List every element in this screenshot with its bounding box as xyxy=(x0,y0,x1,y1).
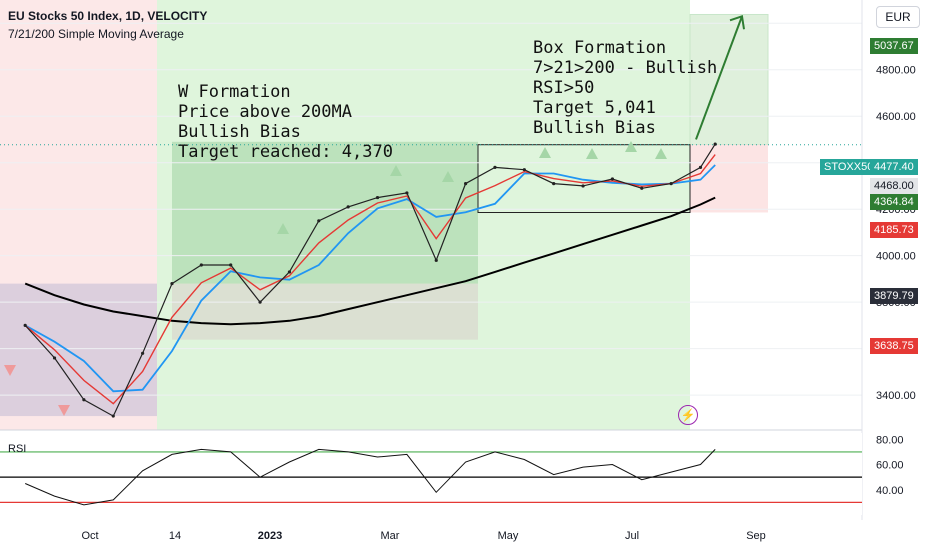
price-point xyxy=(287,270,292,274)
price-point xyxy=(111,414,115,418)
y-tick-label: 4000.00 xyxy=(876,251,916,263)
x-tick-label: Mar xyxy=(381,530,400,542)
price-point xyxy=(434,258,438,262)
price-point xyxy=(375,195,380,200)
buy-signal-triangle xyxy=(625,141,637,152)
w-formation-zone xyxy=(0,283,157,417)
price-point xyxy=(229,263,233,267)
buy-signal-triangle xyxy=(655,148,667,159)
annotation-right-line: Box Formation xyxy=(533,38,667,58)
symbol-badge: STOXX50 xyxy=(820,159,878,175)
base-zone xyxy=(172,283,478,340)
buy-signal-triangle xyxy=(390,165,402,176)
price-point xyxy=(669,182,673,186)
y-tick-label: 4600.00 xyxy=(876,111,916,123)
price-point xyxy=(82,398,86,402)
price-point xyxy=(640,186,644,190)
chart-title: EU Stocks 50 Index, 1D, VELOCITY xyxy=(8,9,208,23)
lightning-icon[interactable]: ⚡ xyxy=(678,405,698,425)
x-tick-label: May xyxy=(498,530,519,542)
annotation-right-line: 7>21>200 - Bullish xyxy=(533,58,718,78)
x-tick-label: 14 xyxy=(169,530,181,542)
price-point xyxy=(405,191,409,195)
rsi-line xyxy=(25,448,716,506)
stop-zone xyxy=(690,144,768,213)
target-arrow-head xyxy=(729,14,745,30)
price-point xyxy=(258,300,262,304)
ma21-line xyxy=(24,164,716,393)
currency-button[interactable]: EUR xyxy=(876,6,920,28)
price-point xyxy=(141,351,145,355)
annotation-right-line: Bullish Bias xyxy=(533,118,656,138)
x-tick-label: 2023 xyxy=(258,530,282,542)
last-price-badge: 4477.40 xyxy=(870,159,918,175)
target-badge: 5037.67 xyxy=(870,38,918,54)
price-point xyxy=(698,165,703,169)
price-point xyxy=(493,165,497,169)
annotation-right-line: Target 5,041 xyxy=(533,98,656,118)
rsi-bands: 40.00 60.00 80.00 RSI xyxy=(0,433,904,515)
ma200-line xyxy=(24,196,716,326)
annotation-left: W Formation Price above 200MA Bullish Bi… xyxy=(178,82,393,162)
price-point xyxy=(199,263,203,267)
price-point xyxy=(552,182,556,186)
buy-signal-triangle xyxy=(539,147,551,158)
annotation-left-line: Target reached: 4,370 xyxy=(178,142,393,162)
x-tick-label: Sep xyxy=(746,530,766,542)
sell-signal-triangle xyxy=(4,365,16,376)
x-tick-label: Oct xyxy=(81,530,98,542)
price-point xyxy=(464,182,468,186)
buy-signal-triangle xyxy=(442,171,454,182)
rally-zone xyxy=(172,141,478,284)
price-badge: 3638.75 xyxy=(870,338,918,354)
zones xyxy=(0,0,769,430)
price-badge: 4468.00 xyxy=(870,178,918,194)
buy-signal-triangle xyxy=(277,223,289,234)
indicator-label: 7/21/200 Simple Moving Average xyxy=(8,27,184,41)
x-tick-label: Jul xyxy=(625,530,639,542)
y-tick-label: 3400.00 xyxy=(876,390,916,402)
series xyxy=(23,142,717,506)
marks xyxy=(4,14,745,416)
price-point xyxy=(317,219,321,223)
rsi-background xyxy=(0,433,862,515)
rsi-title: RSI xyxy=(8,443,26,455)
price-point xyxy=(52,356,57,360)
price-point xyxy=(610,177,615,181)
annotation-left-line: Price above 200MA xyxy=(178,102,352,122)
price-badge: 4364.84 xyxy=(870,194,918,210)
annotation-right: Box Formation 7>21>200 - Bullish RSI>50 … xyxy=(533,38,717,138)
price-point xyxy=(581,184,585,188)
price-point xyxy=(346,205,350,209)
annotation-left-line: Bullish Bias xyxy=(178,122,301,142)
y-tick-label: 4800.00 xyxy=(876,65,916,77)
annotation-left-line: W Formation xyxy=(178,82,291,102)
rsi-tick-label: 40.00 xyxy=(876,485,904,497)
rsi-tick-label: 80.00 xyxy=(876,434,904,446)
target-arrow xyxy=(695,15,743,140)
price-badge: 4185.73 xyxy=(870,222,918,238)
buy-signal-triangle xyxy=(586,148,598,159)
price-point xyxy=(23,323,27,328)
ma7-line xyxy=(24,154,716,405)
price-point xyxy=(713,142,717,146)
annotation-right-line: RSI>50 xyxy=(533,78,595,98)
price-badge: 3879.79 xyxy=(870,288,918,304)
price-point xyxy=(522,168,526,172)
price-point xyxy=(170,281,174,286)
rsi-tick-label: 60.00 xyxy=(876,460,904,472)
sell-signal-triangle xyxy=(58,405,70,416)
